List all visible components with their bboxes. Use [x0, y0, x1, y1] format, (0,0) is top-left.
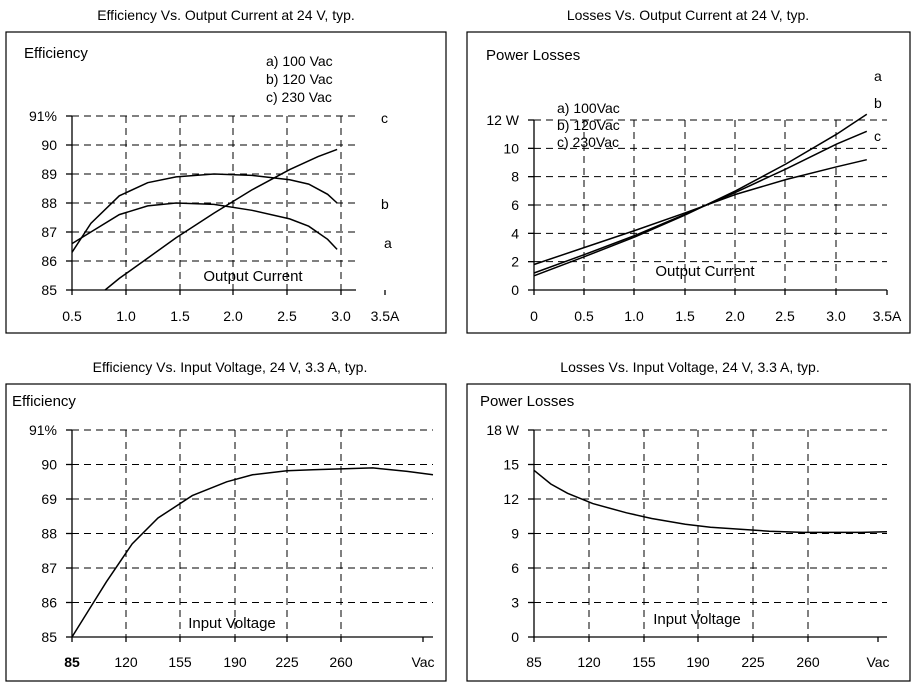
chart-2-x-tick-label: 3.0 [826, 308, 846, 324]
chart-4-y-tick-label: 12 [503, 491, 519, 507]
chart-3-y-axis-label: Efficiency [12, 393, 76, 410]
chart-2-y-tick-label: 8 [511, 169, 519, 185]
chart-4-y-tick-label: 9 [511, 526, 519, 542]
chart-4-y-tick-label: 0 [511, 629, 519, 645]
chart-4-y-tick-label: 6 [511, 560, 519, 576]
chart-3-title: Efficiency Vs. Input Voltage, 24 V, 3.3 … [93, 359, 368, 375]
chart-2-x-tick-label: 3.5A [873, 308, 902, 324]
chart-2-x-tick-label: 2.0 [725, 308, 745, 324]
chart-3-x-tick-label: 120 [114, 654, 138, 670]
chart-3-x-tick-label: 225 [275, 654, 299, 670]
chart-3-y-tick-label: 85 [41, 629, 57, 645]
chart-2-x-tick-label: 1.0 [624, 308, 644, 324]
chart-1-series-label-c: c [381, 110, 388, 126]
chart-2-y-axis-label: Power Losses [486, 47, 580, 64]
chart-2-y-tick-label: 12 W [486, 112, 519, 128]
chart-2-x-tick-label: 0 [530, 308, 538, 324]
chart-1-x-tick-label: 3.5A [371, 308, 400, 324]
chart-1-y-tick-label: 88 [41, 195, 57, 211]
chart-1-legend-entry: b) 120 Vac [266, 71, 333, 87]
chart-4-x-tick-label: 190 [686, 654, 710, 670]
chart-1-y-tick-label: 87 [41, 224, 57, 240]
chart-2-legend-entry: c) 230Vac [557, 134, 619, 150]
chart-3-frame [5, 383, 447, 682]
chart-3-x-tick-label: 155 [168, 654, 192, 670]
chart-1-frame [5, 31, 447, 334]
chart-2-series-label-b: b [874, 95, 882, 111]
chart-4-y-tick-label: 15 [503, 457, 519, 473]
chart-2-x-axis-label: Output Current [655, 263, 755, 280]
chart-2-x-tick-label: 0.5 [574, 308, 594, 324]
chart-2-title: Losses Vs. Output Current at 24 V, typ. [567, 7, 809, 23]
chart-4-series-line [533, 469, 888, 534]
chart-3-y-tick-label: 91% [29, 422, 57, 438]
chart-2-series-b [533, 130, 868, 274]
chart-3-y-tick-label: 90 [41, 457, 57, 473]
chart-4-title: Losses Vs. Input Voltage, 24 V, 3.3 A, t… [560, 359, 819, 375]
chart-4-y-tick-label: 3 [511, 595, 519, 611]
chart-2-x-tick-label: 1.5 [675, 308, 695, 324]
chart-1-series-label-a: a [384, 235, 392, 251]
chart-2-y-tick-label: 0 [511, 282, 519, 298]
chart-1-x-tick-label: 1.5 [170, 308, 190, 324]
chart-1-y-tick-label: 91% [29, 108, 57, 124]
chart-1-title: Efficiency Vs. Output Current at 24 V, t… [97, 7, 355, 23]
chart-1-series-c [104, 148, 338, 291]
chart-3-series-line [71, 467, 434, 638]
chart-1-series-b [71, 173, 338, 253]
chart-1-legend-entry: a) 100 Vac [266, 53, 333, 69]
chart-1-series-a [71, 202, 338, 250]
chart-4-x-tick-label: 85 [526, 654, 542, 670]
chart-2-y-tick-label: 6 [511, 197, 519, 213]
chart-1-y-tick-label: 90 [41, 137, 57, 153]
chart-4-x-axis-label: Input Voltage [653, 611, 741, 628]
chart-1-x-tick-label: 3.0 [331, 308, 351, 324]
chart-2-y-tick-label: 2 [511, 254, 519, 270]
chart-1-y-axis-label: Efficiency [24, 45, 88, 62]
chart-2-frame [466, 31, 911, 334]
chart-1-y-tick-label: 85 [41, 282, 57, 298]
chart-3-y-tick-label: 88 [41, 526, 57, 542]
chart-2-legend-entry: b) 120Vac [557, 117, 620, 133]
chart-4-y-tick-label: 18 W [486, 422, 519, 438]
chart-1-x-axis-label: Output Current [203, 268, 303, 285]
chart-3-y-tick-label: 69 [41, 491, 57, 507]
chart-3-y-tick-label: 87 [41, 560, 57, 576]
chart-1-x-tick-label: 1.0 [116, 308, 136, 324]
chart-3-x-tick-label: 190 [223, 654, 247, 670]
chart-3-x-axis-label: Input Voltage [188, 615, 276, 632]
chart-3-x-tick-label: 260 [329, 654, 353, 670]
chart-2-series-label-c: c [874, 128, 881, 144]
chart-4-x-tick-label: 225 [741, 654, 765, 670]
chart-2-x-tick-label: 2.5 [775, 308, 795, 324]
chart-4-x-tick-label: Vac [866, 654, 889, 670]
chart-1-series-label-b: b [381, 196, 389, 212]
chart-4-x-tick-label: 155 [632, 654, 656, 670]
chart-4-x-tick-label: 260 [796, 654, 820, 670]
chart-2-y-tick-label: 4 [511, 225, 519, 241]
chart-1-x-tick-label: 2.5 [277, 308, 297, 324]
chart-3-x-tick-label: Vac [411, 654, 434, 670]
chart-2-y-tick-label: 10 [503, 140, 519, 156]
chart-4-frame [466, 383, 911, 682]
chart-1-y-tick-label: 86 [41, 253, 57, 269]
chart-2-legend-entry: a) 100Vac [557, 100, 620, 116]
chart-4-y-axis-label: Power Losses [480, 393, 574, 410]
chart-3-x-tick-label: 85 [64, 654, 80, 670]
chart-3-y-tick-label: 86 [41, 595, 57, 611]
chart-2-series-label-a: a [874, 68, 882, 84]
chart-1-y-tick-label: 89 [41, 166, 57, 182]
chart-1-x-tick-label: 0.5 [62, 308, 82, 324]
chart-2-series-c [533, 158, 867, 266]
chart-4-x-tick-label: 120 [577, 654, 601, 670]
chart-1-x-tick-label: 2.0 [223, 308, 243, 324]
chart-1-legend-entry: c) 230 Vac [266, 89, 332, 105]
